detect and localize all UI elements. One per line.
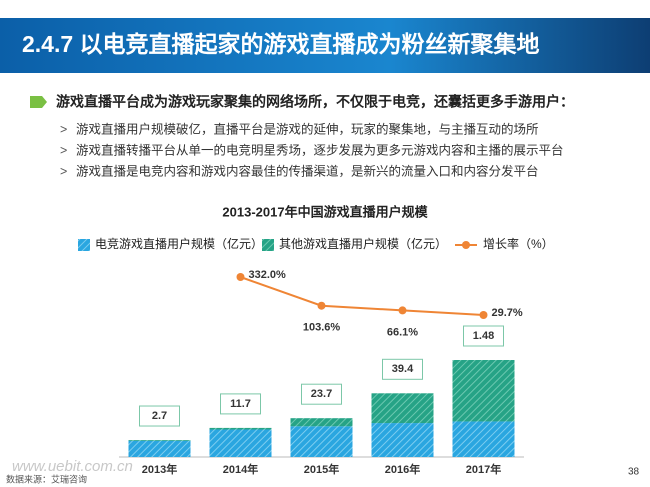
total-label-box <box>463 325 504 347</box>
source: 数据来源：艾瑞咨询 <box>6 473 87 484</box>
bar <box>128 440 191 457</box>
bar <box>209 429 272 457</box>
chart: 2013年 2.7 2014年 11.7 2015年 23.7 2016年 39.4 2017年… <box>78 236 554 476</box>
bullet-marker: > <box>60 122 67 136</box>
x-tick-label: 2014年 <box>223 462 258 476</box>
growth-point <box>479 311 488 319</box>
bullet-marker: > <box>60 164 67 178</box>
page-number: 38 <box>628 467 640 478</box>
slide-title: 2.4.7 以电竞直播起家的游戏直播成为粉丝新聚集地 <box>22 31 540 57</box>
headline: 游戏直播平台成为游戏玩家聚集的网络场所，不仅限于电竞，还囊括更多手游用户： <box>56 94 574 110</box>
bar <box>371 423 434 457</box>
growth-line <box>240 276 484 316</box>
bullet: 游戏直播转播平台从单一的电竞明星秀场，逐步发展为更多元游戏内容和主播的展示平台 <box>76 142 564 157</box>
watermark: www.uebit.com.cn <box>12 458 133 475</box>
bar <box>452 360 515 422</box>
bar <box>290 418 353 427</box>
bullet: 游戏直播用户规模破亿，直播平台是游戏的延伸，玩家的聚集地，与主播互动的场所 <box>76 121 539 136</box>
total-label: 1.48 <box>473 330 494 342</box>
bullets: > 游戏直播用户规模破亿，直播平台是游戏的延伸，玩家的聚集地，与主播互动的场所 … <box>60 121 564 178</box>
bullet-marker: > <box>60 143 67 157</box>
chart-title: 2013-2017年中国游戏直播用户规模 <box>222 204 428 219</box>
legend-swatch <box>78 239 90 251</box>
growth-point <box>317 301 326 310</box>
bar <box>290 426 353 457</box>
growth-label: 66.1% <box>387 326 418 338</box>
total-label: 11.7 <box>230 398 251 410</box>
x-tick-label: 2017年 <box>466 462 501 476</box>
legend-label: 增长率（%） <box>483 236 554 251</box>
total-label-box <box>382 358 423 380</box>
growth-label: 103.6% <box>303 322 341 334</box>
growth-point <box>236 273 245 281</box>
bar <box>209 427 272 430</box>
bar <box>371 393 434 424</box>
total-label-box <box>139 405 180 427</box>
x-tick-label: 2016年 <box>385 462 420 476</box>
title-banner <box>0 18 650 73</box>
legend-marker <box>462 241 470 249</box>
legend-label: 其他游戏直播用户规模（亿元） <box>279 236 447 251</box>
total-label: 2.7 <box>152 410 167 422</box>
total-label: 23.7 <box>311 388 332 400</box>
total-label-box <box>220 393 261 415</box>
growth-label: 332.0% <box>249 269 287 281</box>
x-tick-label: 2015年 <box>304 462 339 476</box>
headline-icon <box>30 96 47 108</box>
total-label: 39.4 <box>392 363 414 375</box>
x-tick-label: 2013年 <box>142 462 177 476</box>
growth-label: 29.7% <box>492 307 523 319</box>
bar <box>452 421 515 457</box>
bar <box>128 440 191 441</box>
bullet: 游戏直播是电竞内容和游戏内容最佳的传播渠道，是新兴的流量入口和内容分发平台 <box>76 163 539 178</box>
legend-swatch <box>262 239 274 251</box>
total-label-box <box>301 383 342 405</box>
legend-label: 电竞游戏直播用户规模（亿元） <box>95 236 263 251</box>
growth-point <box>398 306 407 315</box>
